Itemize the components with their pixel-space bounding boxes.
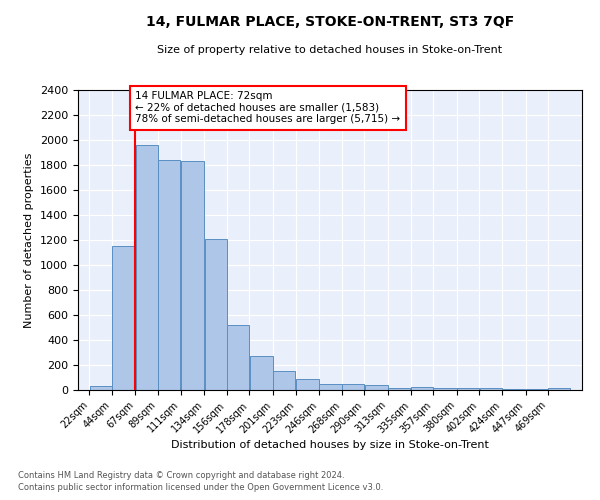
Bar <box>181 161 204 390</box>
Bar <box>457 388 479 390</box>
Bar <box>342 384 364 390</box>
Bar <box>158 160 181 390</box>
Bar <box>388 388 410 390</box>
Bar <box>319 384 341 390</box>
Bar <box>433 388 457 390</box>
Text: Size of property relative to detached houses in Stoke-on-Trent: Size of property relative to detached ho… <box>157 45 503 55</box>
Bar <box>411 387 433 390</box>
Bar <box>136 145 158 390</box>
Bar <box>205 239 227 390</box>
Bar <box>479 388 502 390</box>
X-axis label: Distribution of detached houses by size in Stoke-on-Trent: Distribution of detached houses by size … <box>171 440 489 450</box>
Bar <box>227 325 249 390</box>
Bar <box>273 371 295 390</box>
Bar <box>548 388 571 390</box>
Bar <box>89 386 112 390</box>
Text: 14, FULMAR PLACE, STOKE-ON-TRENT, ST3 7QF: 14, FULMAR PLACE, STOKE-ON-TRENT, ST3 7Q… <box>146 15 514 29</box>
Bar <box>296 380 319 390</box>
Text: 14 FULMAR PLACE: 72sqm
← 22% of detached houses are smaller (1,583)
78% of semi-: 14 FULMAR PLACE: 72sqm ← 22% of detached… <box>136 91 401 124</box>
Text: Contains public sector information licensed under the Open Government Licence v3: Contains public sector information licen… <box>18 484 383 492</box>
Bar <box>250 356 273 390</box>
Text: Contains HM Land Registry data © Crown copyright and database right 2024.: Contains HM Land Registry data © Crown c… <box>18 471 344 480</box>
Y-axis label: Number of detached properties: Number of detached properties <box>25 152 34 328</box>
Bar <box>365 385 388 390</box>
Bar <box>112 246 135 390</box>
